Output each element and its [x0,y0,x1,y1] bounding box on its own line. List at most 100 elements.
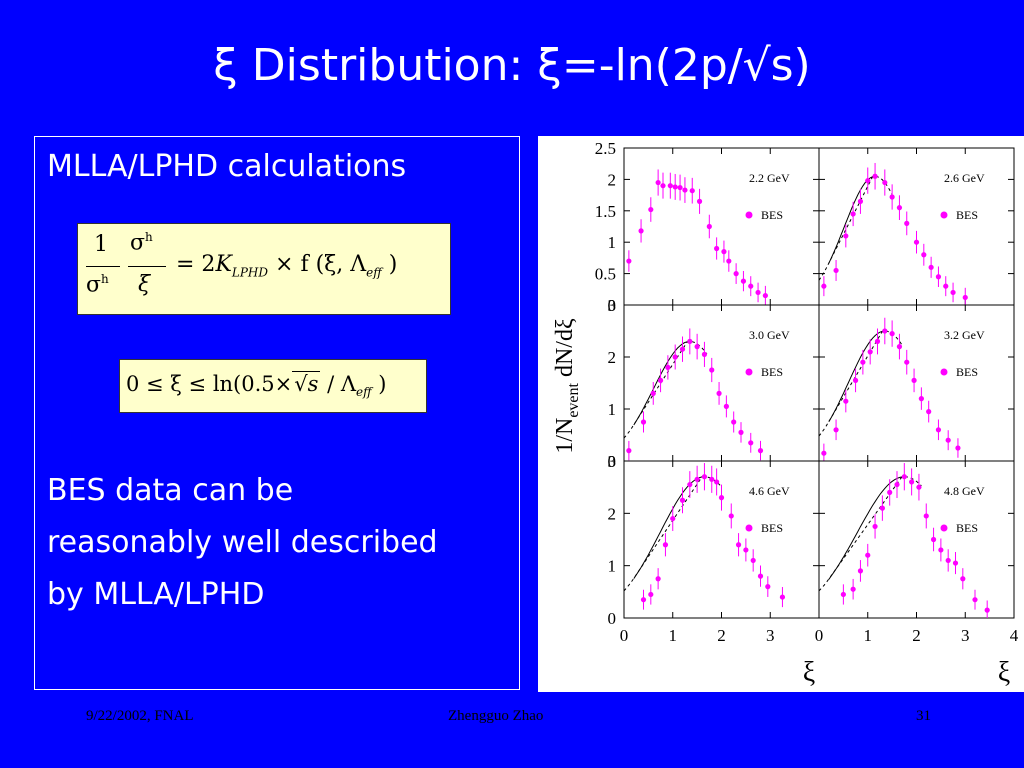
data-point [714,479,720,485]
y-tick-label: 1.5 [595,202,616,221]
eq2-sqrt-s: √s [292,371,321,396]
data-point [901,474,907,480]
footer-page-number: 31 [916,708,931,724]
eq2-sqrt-sign: √ [294,372,308,396]
eq1-xi: ξ [138,272,151,297]
body-line-1: BES data can be [47,473,294,508]
eq2-part-a: 0 ≤ ξ ≤ ln(0.5× [126,372,293,396]
slide-title: ξ Distribution: ξ=-ln(2p/√s) [213,40,811,91]
data-point [716,390,722,396]
data-point [709,476,715,482]
data-point [843,233,849,239]
data-point [657,377,664,383]
data-point [911,377,917,383]
legend-marker [745,524,753,532]
panel-frame [623,147,820,306]
data-point [679,346,686,352]
data-point [896,205,903,211]
data-point [865,552,871,558]
mlla-curve-dashed [818,476,922,592]
data-point [672,184,678,190]
y-tick-label: 0.5 [595,265,616,284]
eq1-f: × f (ξ, Λ [275,252,367,277]
data-point [926,409,932,415]
data-point [896,344,903,350]
data-point [638,228,644,234]
data-point [930,536,937,543]
data-point [721,249,727,255]
mlla-curve-dashed [818,330,903,437]
data-point [682,187,688,193]
mlla-curve [828,176,873,264]
data-point [935,274,942,280]
eq1-rhs: = 2KLPHD × f (ξ, Λeff ) [176,252,397,279]
data-point [757,448,764,454]
data-point [665,364,671,370]
x-tick-label: 3 [961,626,970,645]
body-line-2: reasonably well described [47,525,438,560]
data-point [857,198,864,204]
legend-label: BES [956,365,978,379]
eq1-eff: eff [366,265,382,280]
legend-marker [940,524,948,532]
legend-label: BES [761,521,783,535]
data-point [689,188,695,194]
legend-marker [745,368,753,376]
data-point [679,497,686,503]
data-point [655,576,661,582]
data-point [867,349,873,355]
data-point [735,542,742,548]
data-point [952,560,959,566]
data-point [743,547,749,553]
eq1-fracline-1 [86,266,120,267]
energy-label: 2.2 GeV [749,171,790,185]
data-point [945,557,951,564]
energy-label: 3.2 GeV [944,328,985,342]
data-point [882,328,888,334]
eq1-num2: σh [130,230,153,255]
eq1-sup-h: h [101,272,109,286]
data-point [748,440,754,446]
energy-label: 3.0 GeV [749,328,790,342]
data-point [865,178,871,184]
data-point [640,419,647,425]
data-point [655,179,661,186]
data-point [923,513,929,519]
data-point [762,292,768,299]
data-point [728,513,734,519]
equation-1: 1 σh σh ξ = 2KLPHD × f (ξ, Λeff ) [77,223,451,315]
data-point [945,437,951,443]
y-tick-label: 0 [608,296,617,315]
data-point [850,211,856,217]
data-point [672,354,678,360]
xi-distribution-chart: 0 0.5 1 1.5 2 2.5 2.2 GeV BES 2.6 GeV BES 0 1 2 3 3.0 … [552,139,1019,688]
data-point [757,573,764,579]
data-point [696,198,703,204]
data-point [821,450,827,456]
data-point [887,489,893,495]
data-point [740,278,747,284]
data-point [872,523,878,530]
data-point [904,359,910,365]
data-point [662,542,669,548]
data-point [731,419,737,425]
y-tick-label: 2 [608,504,617,523]
data-point [687,338,693,344]
data-point [984,607,990,613]
data-point [733,271,739,277]
energy-label: 4.6 GeV [749,484,790,498]
data-point [750,557,756,564]
mlla-curve [633,476,703,579]
data-point [938,547,944,553]
y-tick-label: 0 [608,452,617,471]
data-point [626,448,632,454]
data-point [648,206,654,213]
data-point [882,179,888,186]
data-point [850,586,856,592]
data-point [706,223,712,230]
data-point [748,283,754,289]
data-point [648,591,654,598]
y-tick-label: 3 [608,452,617,471]
legend-label: BES [956,521,978,535]
data-point [921,252,927,258]
